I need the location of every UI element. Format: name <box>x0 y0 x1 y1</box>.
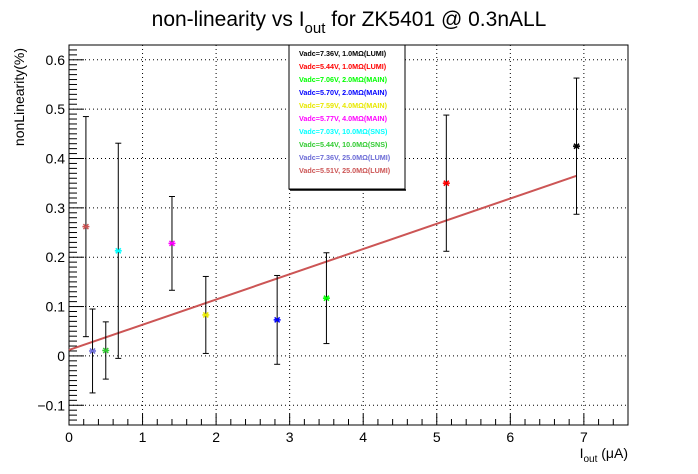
chart-title-main: non-linearity vs I <box>152 8 305 31</box>
x-tick-label: 2 <box>212 429 220 445</box>
x-tick-label: 5 <box>433 429 441 445</box>
data-point <box>202 275 210 354</box>
chart-title-rest: for ZK5401 @ 0.3nALL <box>325 8 546 31</box>
y-tick-label: 0.5 <box>46 101 66 117</box>
x-axis-label-subscript: out <box>583 454 597 465</box>
y-tick-label: 0.4 <box>46 151 66 167</box>
legend: Vadc=7.36V, 1.0MΩ(LUMI) Vadc=5.44V, 1.0MΩ… <box>288 44 406 191</box>
legend-entry: Vadc=5.70V, 2.0MΩ(MAIN) <box>299 88 388 97</box>
legend-entry: Vadc=5.44V, 1.0MΩ(LUMI) <box>299 62 387 71</box>
y-axis-label: nonLinearity(%) <box>11 48 27 146</box>
y-tick-label: 0.6 <box>46 52 66 68</box>
data-point <box>82 116 90 338</box>
plot-area: 0 1 2 3 4 5 6 7−0.100.10.20.30.40.50.6 Vadc=7.36… <box>37 44 629 445</box>
x-axis-label-main: I <box>580 445 584 461</box>
legend-entry: Vadc=7.36V, 1.0MΩ(LUMI) <box>299 49 387 58</box>
data-point <box>114 142 122 359</box>
x-axis-label: Iout (μA) <box>580 445 628 465</box>
legend-entry: Vadc=5.51V, 25.0MΩ(LUMI) <box>299 166 391 175</box>
x-tick-label: 7 <box>580 429 588 445</box>
fit-line <box>68 174 577 351</box>
y-tick-label: 0.1 <box>46 299 66 315</box>
data-point <box>102 321 110 380</box>
legend-entry: Vadc=5.44V, 10.0MΩ(SNS) <box>299 140 388 149</box>
data-point <box>89 308 97 394</box>
data-point <box>442 114 450 252</box>
y-tick-label: 0 <box>57 348 65 364</box>
chart-title-subscript: out <box>305 20 327 37</box>
legend-entry: Vadc=5.77V, 4.0MΩ(MAIN) <box>299 114 388 123</box>
x-tick-label: 4 <box>359 429 367 445</box>
legend-entry: Vadc=7.59V, 4.0MΩ(MAIN) <box>299 101 388 110</box>
data-point <box>322 252 330 345</box>
x-tick-label: 3 <box>286 429 294 445</box>
chart-title: non-linearity vs Iout for ZK5401 @ 0.3nA… <box>152 8 547 37</box>
y-tick-label: 0.2 <box>46 249 66 265</box>
data-point <box>273 274 281 365</box>
legend-entry: Vadc=7.06V, 2.0MΩ(MAIN) <box>299 75 388 84</box>
y-tick-label: 0.3 <box>46 200 66 216</box>
x-tick-label: 0 <box>65 429 73 445</box>
data-point <box>573 77 581 215</box>
legend-entry: Vadc=7.03V, 10.0MΩ(SNS) <box>299 127 388 136</box>
legend-entry: Vadc=7.36V, 25.0MΩ(LUMI) <box>299 153 391 162</box>
data-point <box>168 196 176 291</box>
y-tick-label: −0.1 <box>37 397 65 413</box>
x-axis-label-rest: (μA) <box>597 445 628 461</box>
x-tick-label: 1 <box>139 429 147 445</box>
legend-box <box>288 44 406 190</box>
x-tick-label: 6 <box>506 429 514 445</box>
